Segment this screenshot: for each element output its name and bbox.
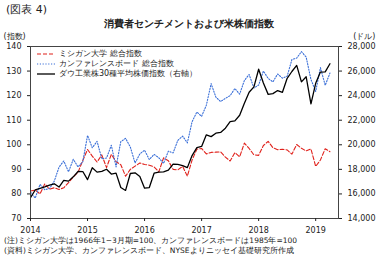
svg-text:120: 120 [6,91,21,100]
svg-text:26,000: 26,000 [348,67,376,76]
svg-text:28,000: 28,000 [348,42,376,51]
svg-text:140: 140 [6,42,21,51]
svg-text:22,000: 22,000 [348,116,376,125]
svg-text:70: 70 [11,214,21,223]
svg-text:2016: 2016 [134,226,154,235]
svg-text:110: 110 [6,116,21,125]
html-text:ミシガン大学 総合指数: ミシガン大学 総合指数 [59,49,142,58]
svg-text:2018: 2018 [248,226,268,235]
svg-text:(指数): (指数) [4,32,26,41]
svg-text:16,000: 16,000 [348,189,376,198]
html-text:(注)ミシガン大学は1966年1−3月期=100、カンファレ: (注)ミシガン大学は1966年1−3月期=100、カンファレンスボードは1985… [4,236,298,245]
html-text:(資料)ミシガン大学、カンファレンスボード、NYSEよりニッ: (資料)ミシガン大学、カンファレンスボード、NYSEよりニッセイ基礎研究所作成 [4,246,294,255]
svg-text:14,000: 14,000 [348,214,376,223]
html-text:カンファレンスボード 総合指数: カンファレンスボード 総合指数 [59,59,174,68]
svg-text:2019: 2019 [306,226,326,235]
svg-text:130: 130 [6,67,21,76]
svg-text:18,000: 18,000 [348,165,376,174]
html-text:ダウ工業株30種平均株価指数（右軸）: ダウ工業株30種平均株価指数（右軸） [59,69,198,78]
svg-text:90: 90 [11,165,21,174]
svg-text:24,000: 24,000 [348,91,376,100]
svg-text:100: 100 [6,140,21,149]
html-text:(図表 4): (図表 4) [6,3,48,16]
svg-text:20,000: 20,000 [348,140,376,149]
html-text:消費者センチメントおよび米株価指数: 消費者センチメントおよび米株価指数 [104,18,274,29]
svg-text:2015: 2015 [77,226,97,235]
svg-text:2017: 2017 [191,226,211,235]
svg-text:(ドル): (ドル) [353,32,375,41]
svg-text:80: 80 [11,189,21,198]
svg-text:2014: 2014 [20,226,40,235]
